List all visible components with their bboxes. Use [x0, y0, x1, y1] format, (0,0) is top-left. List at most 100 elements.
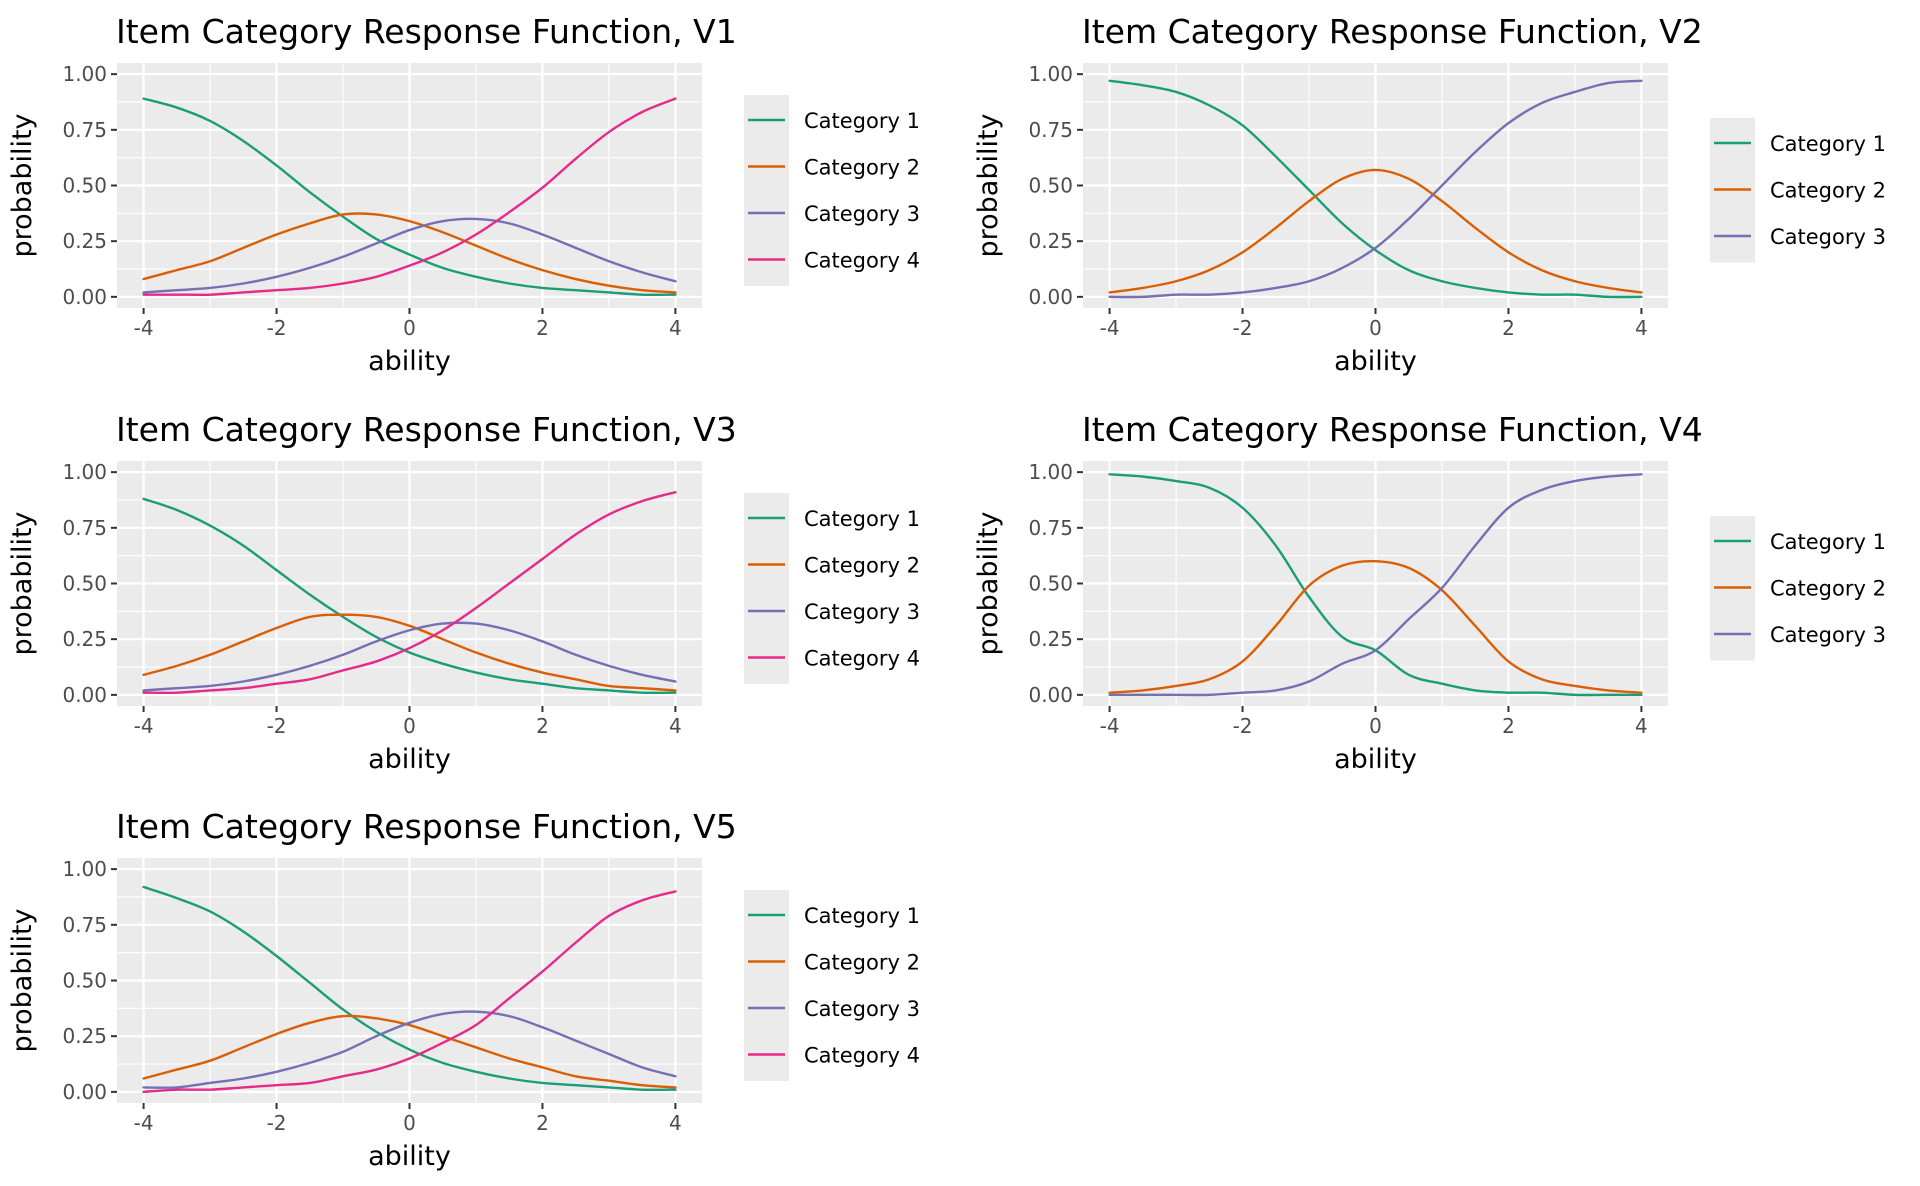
legend-label: Category 3	[804, 202, 920, 226]
legend-label: Category 1	[804, 109, 920, 133]
y-tick-label: 0.75	[62, 516, 107, 540]
legend-label: Category 1	[1770, 132, 1886, 156]
x-axis-title: ability	[1334, 346, 1417, 377]
x-tick-label: 4	[669, 714, 682, 738]
y-axis-title: probability	[7, 511, 38, 655]
x-tick-label: 0	[403, 714, 416, 738]
series-line-category-3	[142, 621, 677, 692]
legend-label: Category 4	[804, 249, 920, 273]
x-tick-label: 2	[1502, 316, 1515, 340]
x-axis-title: ability	[1334, 744, 1417, 775]
x-tick-label: 4	[669, 316, 682, 340]
chart-panel-5: Item Category Response Function, V5 -4 -2 0…	[7, 807, 920, 1172]
y-tick-label: 0.75	[1028, 516, 1073, 540]
series-line-category-1	[142, 497, 677, 695]
legend: Category 1 Category 2 Category 3 Category 4	[744, 890, 920, 1081]
y-tick-label: 0.50	[62, 572, 107, 596]
y-axis-title: probability	[7, 113, 38, 257]
legend-label: Category 2	[804, 951, 920, 975]
chart-title: Item Category Response Function, V2	[1082, 12, 1703, 51]
series-line-category-4	[142, 97, 677, 297]
legend-label: Category 3	[1770, 623, 1886, 647]
x-axis-title: ability	[368, 744, 451, 775]
y-tick-label: 0.75	[62, 913, 107, 937]
y-tick-label: 0.25	[62, 627, 107, 651]
y-tick-label: 0.75	[1028, 118, 1073, 142]
x-tick-label: 0	[403, 316, 416, 340]
y-tick-label: 1.00	[62, 460, 107, 484]
chart-title: Item Category Response Function, V3	[116, 410, 737, 449]
series-line-category-3	[142, 1010, 677, 1089]
x-tick-label: 2	[536, 1111, 549, 1135]
x-axis-title: ability	[368, 1141, 451, 1172]
y-axis-title: probability	[973, 511, 1004, 655]
y-tick-label: 0.00	[62, 683, 107, 707]
y-tick-label: 0.75	[62, 118, 107, 142]
series-line-category-1	[1108, 79, 1643, 299]
legend: Category 1 Category 2 Category 3	[1710, 516, 1886, 661]
y-tick-label: 1.00	[62, 62, 107, 86]
y-tick-label: 1.00	[1028, 62, 1073, 86]
x-tick-label: -2	[1233, 714, 1253, 738]
y-tick-label: 0.25	[1028, 627, 1073, 651]
series-line-category-1	[142, 97, 677, 297]
y-axis-title: probability	[7, 908, 38, 1052]
legend: Category 1 Category 2 Category 3 Category 4	[744, 493, 920, 684]
x-tick-label: 0	[403, 1111, 416, 1135]
legend-label: Category 2	[804, 554, 920, 578]
legend-key-background	[744, 95, 789, 286]
x-tick-label: -4	[134, 316, 154, 340]
x-tick-label: -4	[134, 1111, 154, 1135]
y-tick-label: 0.00	[1028, 683, 1073, 707]
y-tick-label: 0.25	[62, 229, 107, 253]
legend: Category 1 Category 2 Category 3 Category 4	[744, 95, 920, 286]
series-line-category-2	[142, 613, 677, 692]
series-line-category-3	[142, 217, 677, 294]
y-tick-label: 0.50	[1028, 174, 1073, 198]
legend-label: Category 3	[1770, 225, 1886, 249]
legend-label: Category 3	[804, 600, 920, 624]
x-tick-label: 4	[1635, 316, 1648, 340]
y-tick-label: 0.00	[62, 285, 107, 309]
x-axis-title: ability	[368, 346, 451, 377]
x-tick-label: -4	[134, 714, 154, 738]
series-line-category-2	[142, 1014, 677, 1089]
y-tick-label: 0.50	[1028, 572, 1073, 596]
y-tick-label: 0.00	[62, 1080, 107, 1104]
y-tick-label: 0.50	[62, 969, 107, 993]
chart-title: Item Category Response Function, V5	[116, 807, 737, 846]
series-line-category-4	[142, 890, 677, 1094]
legend-label: Category 4	[804, 1044, 920, 1068]
x-tick-label: -2	[267, 316, 287, 340]
legend-label: Category 2	[804, 156, 920, 180]
x-tick-label: 4	[1635, 714, 1648, 738]
y-tick-label: 0.25	[1028, 229, 1073, 253]
y-tick-label: 0.00	[1028, 285, 1073, 309]
y-tick-label: 1.00	[1028, 460, 1073, 484]
y-tick-label: 0.50	[62, 174, 107, 198]
series-line-category-4	[142, 490, 677, 695]
x-tick-label: 0	[1369, 714, 1382, 738]
x-tick-label: -2	[1233, 316, 1253, 340]
chart-panel-3: Item Category Response Function, V3 -4 -2 0…	[7, 410, 920, 775]
chart-panel-1: Item Category Response Function, V1 -4 -2 0…	[7, 12, 920, 377]
chart-title: Item Category Response Function, V1	[116, 12, 737, 51]
chart-panel-2: Item Category Response Function, V2 -4 -2 0…	[973, 12, 1886, 377]
legend-key-background	[744, 493, 789, 684]
legend-label: Category 1	[1770, 530, 1886, 554]
legend-label: Category 3	[804, 997, 920, 1021]
series-line-category-2	[142, 212, 677, 294]
x-tick-label: -4	[1100, 316, 1120, 340]
legend-label: Category 1	[804, 904, 920, 928]
legend-key-background	[744, 890, 789, 1081]
series-line-category-1	[142, 885, 677, 1092]
x-tick-label: 2	[1502, 714, 1515, 738]
legend: Category 1 Category 2 Category 3	[1710, 118, 1886, 263]
x-tick-label: 2	[536, 714, 549, 738]
x-tick-label: 0	[1369, 316, 1382, 340]
x-tick-label: -2	[267, 714, 287, 738]
legend-label: Category 2	[1770, 179, 1886, 203]
series-line-category-2	[1108, 559, 1643, 694]
series-line-category-3	[1108, 79, 1643, 299]
